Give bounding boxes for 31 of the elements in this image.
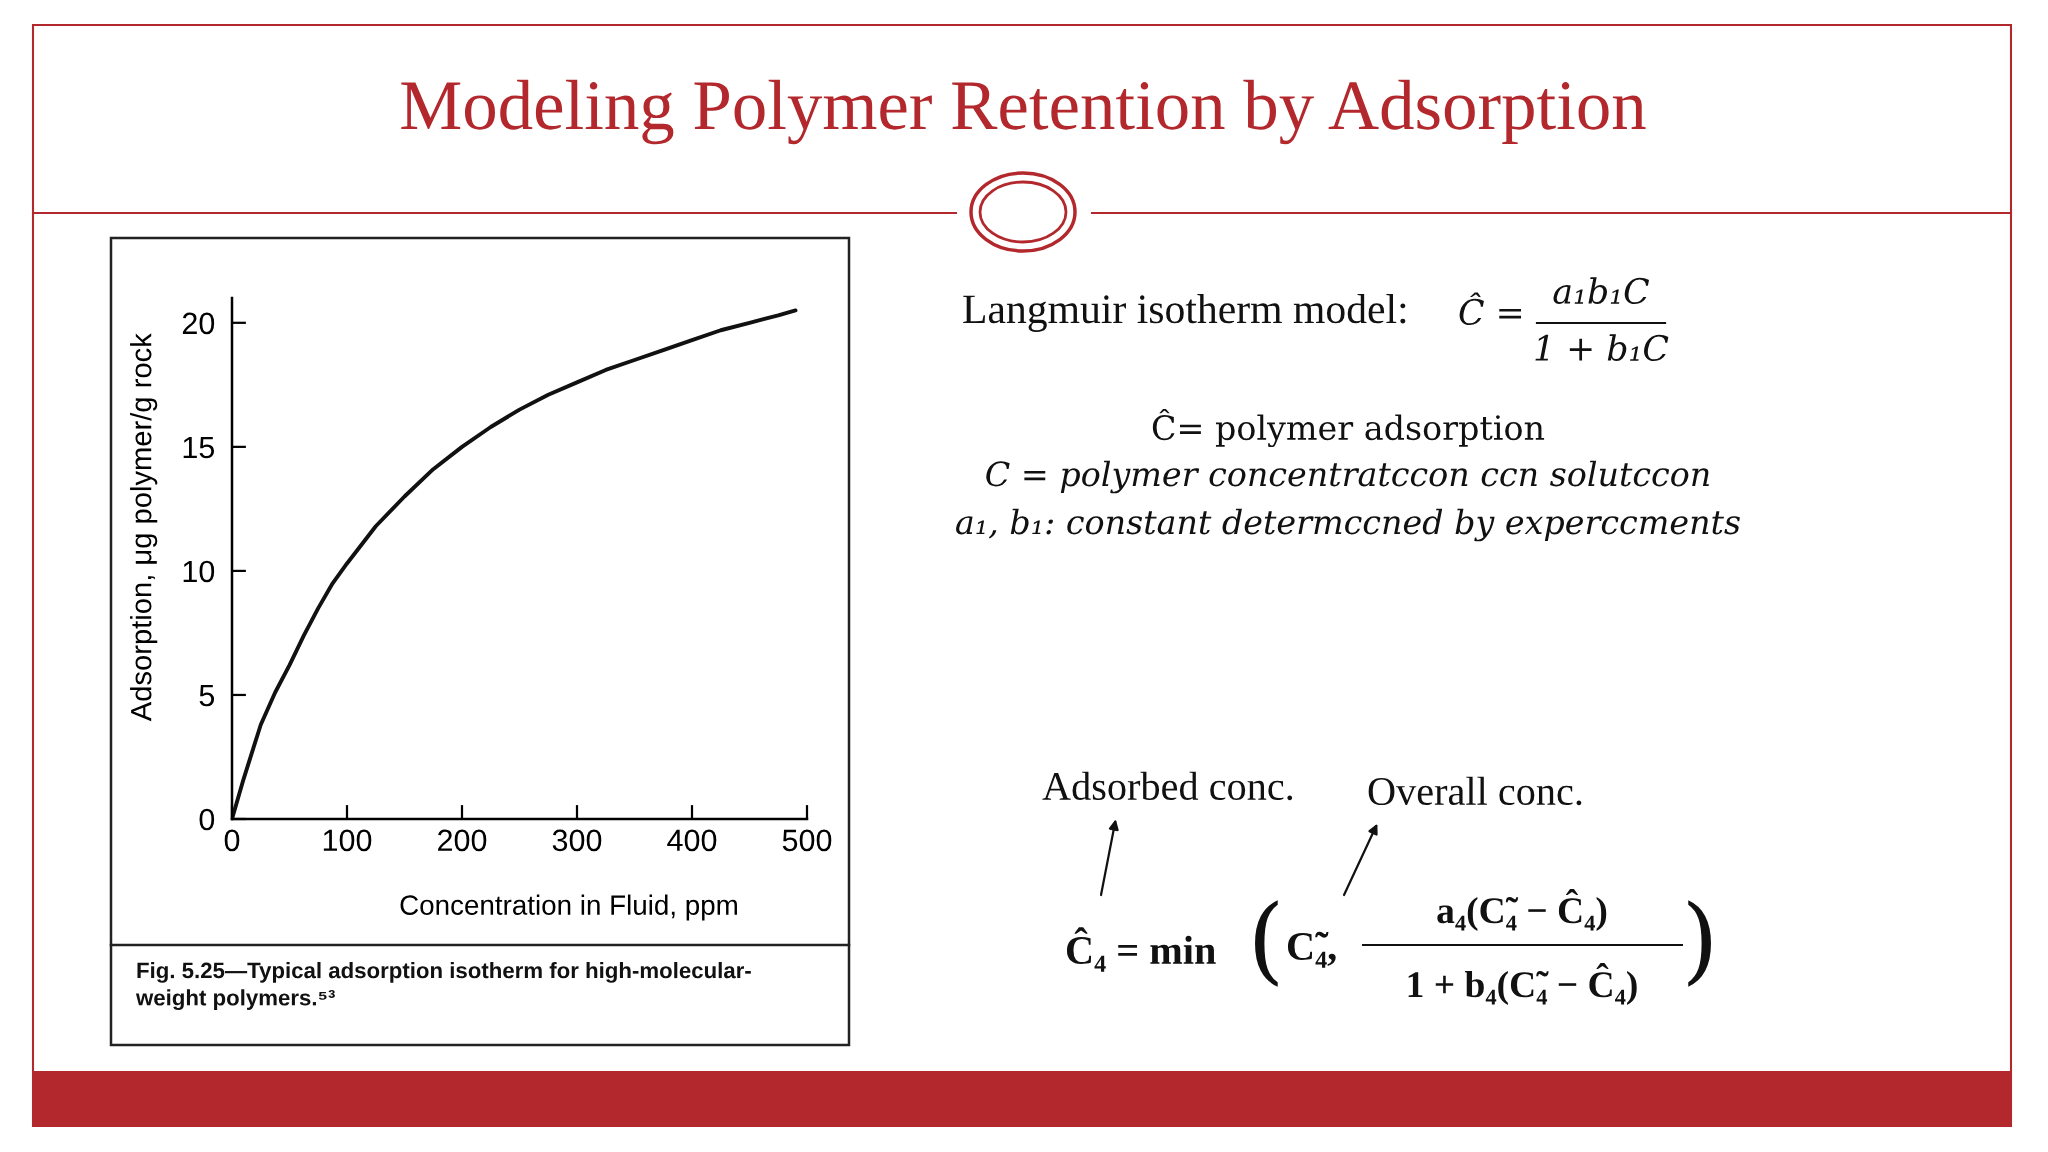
- x-axis-title: Concentration in Fluid, ppm: [400, 894, 737, 921]
- text: C̃₄,: [1287, 931, 1336, 968]
- x-tick-label: 0: [224, 829, 240, 852]
- text: a₄(C̃₄ − Ĉ₄): [1437, 889, 1607, 931]
- y-tick-label: 20: [182, 312, 215, 335]
- text: Adsorbed conc.: [1042, 771, 1293, 801]
- y-tick-label: 10: [183, 560, 215, 583]
- text: Overall conc.: [1368, 776, 1582, 806]
- text: Langmuir isotherm model:: [963, 294, 1406, 332]
- text: Ĉ= polymer adsorption: [1152, 408, 1545, 448]
- text: a₁, b₁: constant determccned by experccments: [956, 508, 1740, 542]
- text: (: [1255, 900, 1278, 987]
- text: 1 + b₁C: [1535, 334, 1669, 362]
- text: 1 + b₄(C̃₄ − Ĉ₄): [1408, 963, 1637, 1005]
- text: Ĉ =: [1459, 292, 1522, 326]
- y-tick-label: 15: [183, 436, 215, 459]
- text: ): [1688, 900, 1711, 987]
- x-tick-label: 500: [782, 829, 832, 852]
- y-tick-label: 5: [199, 685, 215, 707]
- y-axis-title: Adsorption, μg polymer/g rock: [130, 333, 158, 722]
- text: Modeling Polymer Retention by Adsorption: [401, 79, 1646, 145]
- line-series: [232, 308, 798, 819]
- y-tick-label: 0: [199, 808, 215, 831]
- x-tick-label: 300: [552, 829, 602, 852]
- x-tick-label: 100: [323, 829, 372, 852]
- caption: Fig. 5.25—Typical adsorption isotherm for high-molecular- weight polymers.⁵³: [135, 962, 751, 1011]
- text: a₁b₁C: [1553, 277, 1649, 305]
- x-tick-label: 200: [438, 829, 487, 852]
- text: C = polymer concentratccon ccn solutccon: [986, 460, 1709, 494]
- x-tick-label: 400: [667, 829, 717, 852]
- text: Ĉ₄ = min: [1066, 927, 1216, 972]
